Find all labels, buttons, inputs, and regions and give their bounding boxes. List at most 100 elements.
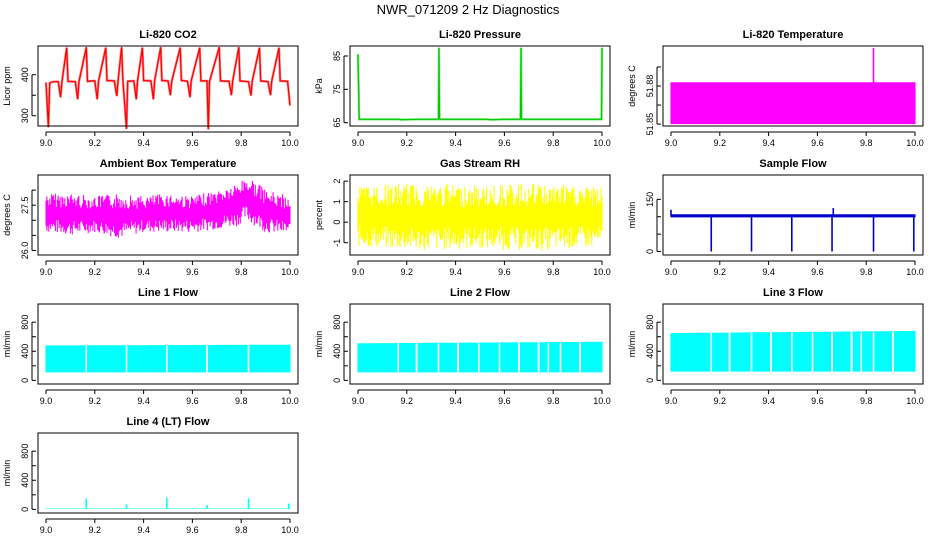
y-tick-label: 800: [332, 315, 342, 330]
x-tick-label: 9.0: [665, 267, 678, 277]
data-series: [356, 47, 604, 121]
x-tick-label: 9.6: [186, 138, 199, 148]
x-tick-label: 9.4: [762, 138, 775, 148]
plot-frame: [37, 45, 299, 127]
x-tick-label: 10.0: [593, 396, 611, 406]
chart-panel: Sample Flow ml/min 9.0 9.2 9.4 9.6 9.8 10.0 0 150: [627, 158, 924, 277]
y-tick-label: 300: [20, 108, 30, 123]
x-tick-label: 9.8: [860, 267, 873, 277]
x-tick-label: 9.4: [137, 396, 150, 406]
x-tick-label: 9.8: [547, 138, 560, 148]
x-tick-label: 9.6: [186, 267, 199, 277]
y-tick-label: 800: [645, 315, 655, 330]
y-tick-label: 400: [20, 344, 30, 359]
x-tick-label: 9.4: [762, 396, 775, 406]
y-tick-label: 85: [332, 51, 342, 61]
axes: 9.0 9.2 9.4 9.6 9.8 10.0 65 75 85: [332, 45, 611, 148]
data-series: [44, 46, 292, 130]
plot-frame: [349, 303, 611, 385]
series-band: [357, 183, 603, 251]
x-tick-label: 9.4: [137, 525, 150, 535]
y-axis-label: ml/min: [627, 331, 637, 358]
x-tick-label: 9.8: [547, 267, 560, 277]
x-tick-label: 9.8: [235, 138, 248, 148]
x-tick-label: 9.2: [89, 138, 102, 148]
chart-title: Gas Stream RH: [440, 158, 520, 170]
x-tick-label: 9.2: [401, 396, 414, 406]
y-tick-label: 0: [20, 378, 30, 383]
x-tick-label: 10.0: [906, 396, 924, 406]
chart-panel: Li-820 CO2 Licor ppm 9.0 9.2 9.4 9.6 9.8 10.0 30…: [2, 29, 299, 148]
series-band: [45, 344, 291, 373]
y-tick-label: 1: [332, 199, 342, 204]
axes: 9.0 9.2 9.4 9.6 9.8 10.0 0 400 800: [645, 303, 924, 406]
y-tick-label: 65: [332, 118, 342, 128]
x-tick-label: 9.6: [811, 138, 824, 148]
x-tick-label: 9.0: [352, 138, 365, 148]
chart-title: Line 4 (LT) Flow: [127, 416, 210, 428]
x-tick-label: 10.0: [906, 138, 924, 148]
x-tick-label: 9.6: [186, 525, 199, 535]
plot-frame: [37, 174, 299, 256]
x-tick-label: 9.2: [714, 267, 727, 277]
y-tick-label: 51.88: [645, 75, 655, 98]
x-tick-label: 9.4: [137, 138, 150, 148]
y-tick-label: 400: [645, 344, 655, 359]
plot-frame: [662, 174, 924, 256]
x-tick-label: 9.0: [40, 525, 53, 535]
y-axis-label: degrees C: [627, 65, 637, 107]
series-band: [670, 330, 916, 372]
plot-frame: [662, 303, 924, 385]
y-tick-label: 26.0: [20, 242, 30, 260]
chart-title: Ambient Box Temperature: [100, 158, 237, 170]
x-tick-label: 9.2: [89, 267, 102, 277]
x-tick-label: 9.4: [449, 396, 462, 406]
chart-title: Li-820 Pressure: [439, 29, 521, 41]
x-tick-label: 9.8: [547, 396, 560, 406]
y-tick-label: 400: [20, 473, 30, 488]
chart-title: Line 2 Flow: [450, 287, 510, 299]
data-series: [357, 183, 603, 251]
series-line: [44, 46, 292, 130]
y-axis-label: ml/min: [314, 331, 324, 358]
x-tick-label: 9.6: [498, 138, 511, 148]
plot-frame: [349, 45, 611, 127]
data-series: [45, 180, 291, 238]
y-axis-label: ml/min: [627, 202, 637, 229]
y-axis-label: kPa: [314, 78, 324, 94]
y-axis-label: percent: [314, 199, 324, 230]
y-tick-label: 0: [20, 507, 30, 512]
y-tick-label: -1: [332, 239, 342, 247]
chart-panel: Line 2 Flow ml/min 9.0 9.2 9.4 9.6 9.8 10.0 0 400…: [314, 287, 611, 406]
x-tick-label: 9.2: [401, 267, 414, 277]
data-series: [357, 341, 603, 373]
chart-panel: Line 3 Flow ml/min 9.0 9.2 9.4 9.6 9.8 10.0 0 400…: [627, 287, 924, 406]
x-tick-label: 9.8: [235, 525, 248, 535]
x-tick-label: 9.2: [89, 525, 102, 535]
x-tick-label: 9.0: [665, 138, 678, 148]
x-tick-label: 9.0: [665, 396, 678, 406]
x-tick-label: 10.0: [593, 138, 611, 148]
series-band: [670, 214, 916, 218]
x-tick-label: 9.6: [186, 396, 199, 406]
y-tick-label: 0: [645, 249, 655, 254]
x-tick-label: 10.0: [281, 525, 299, 535]
chart-title: Sample Flow: [759, 158, 827, 170]
chart-panel: Line 1 Flow ml/min 9.0 9.2 9.4 9.6 9.8 10.0 0 400…: [2, 287, 299, 406]
plot-frame: [662, 45, 924, 127]
x-tick-label: 9.2: [714, 396, 727, 406]
x-tick-label: 9.6: [498, 267, 511, 277]
axes: 9.0 9.2 9.4 9.6 9.8 10.0 51.85 51.88: [645, 45, 924, 148]
series-line: [357, 47, 603, 121]
chart-title: Li-820 Temperature: [743, 29, 844, 41]
y-axis-label: degrees C: [2, 194, 12, 236]
series-band: [45, 508, 291, 509]
data-series: [670, 330, 916, 372]
series-line: [356, 47, 604, 121]
x-tick-label: 9.0: [352, 267, 365, 277]
plot-frame: [37, 432, 299, 514]
y-tick-label: 27.5: [20, 196, 30, 214]
chart-panel: Gas Stream RH percent 9.0 9.2 9.4 9.6 9.8 10.0 -…: [314, 158, 611, 277]
x-tick-label: 9.0: [40, 267, 53, 277]
